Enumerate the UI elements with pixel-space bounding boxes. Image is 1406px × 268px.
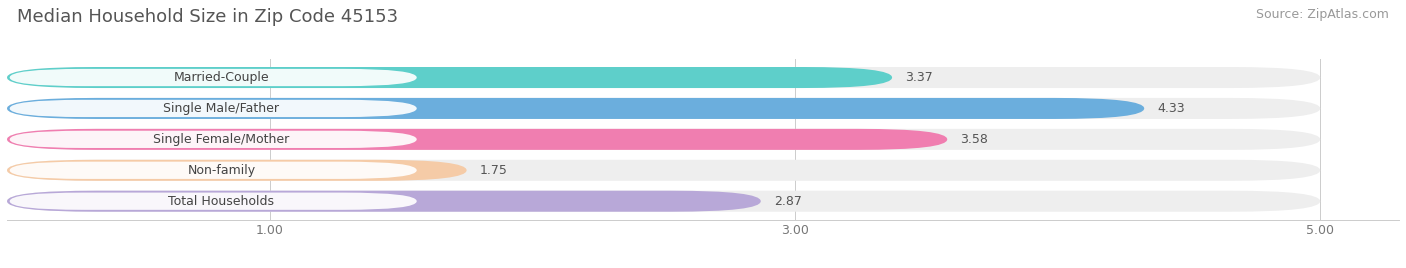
FancyBboxPatch shape: [7, 67, 1320, 88]
Text: Median Household Size in Zip Code 45153: Median Household Size in Zip Code 45153: [17, 8, 398, 26]
FancyBboxPatch shape: [10, 193, 416, 210]
Text: Single Male/Father: Single Male/Father: [163, 102, 280, 115]
FancyBboxPatch shape: [7, 191, 1320, 212]
Text: Single Female/Mother: Single Female/Mother: [153, 133, 290, 146]
Text: Source: ZipAtlas.com: Source: ZipAtlas.com: [1256, 8, 1389, 21]
FancyBboxPatch shape: [7, 160, 1320, 181]
Text: Married-Couple: Married-Couple: [173, 71, 269, 84]
Text: 4.33: 4.33: [1157, 102, 1185, 115]
Text: Non-family: Non-family: [187, 164, 256, 177]
FancyBboxPatch shape: [7, 129, 948, 150]
FancyBboxPatch shape: [7, 160, 467, 181]
Text: 2.87: 2.87: [773, 195, 801, 208]
Text: 1.75: 1.75: [479, 164, 508, 177]
Text: 3.58: 3.58: [960, 133, 988, 146]
Text: 3.37: 3.37: [905, 71, 934, 84]
FancyBboxPatch shape: [10, 162, 416, 179]
FancyBboxPatch shape: [7, 191, 761, 212]
FancyBboxPatch shape: [10, 69, 416, 86]
FancyBboxPatch shape: [10, 100, 416, 117]
Text: Total Households: Total Households: [169, 195, 274, 208]
FancyBboxPatch shape: [7, 98, 1320, 119]
FancyBboxPatch shape: [10, 131, 416, 148]
FancyBboxPatch shape: [7, 98, 1144, 119]
FancyBboxPatch shape: [7, 129, 1320, 150]
FancyBboxPatch shape: [7, 67, 891, 88]
